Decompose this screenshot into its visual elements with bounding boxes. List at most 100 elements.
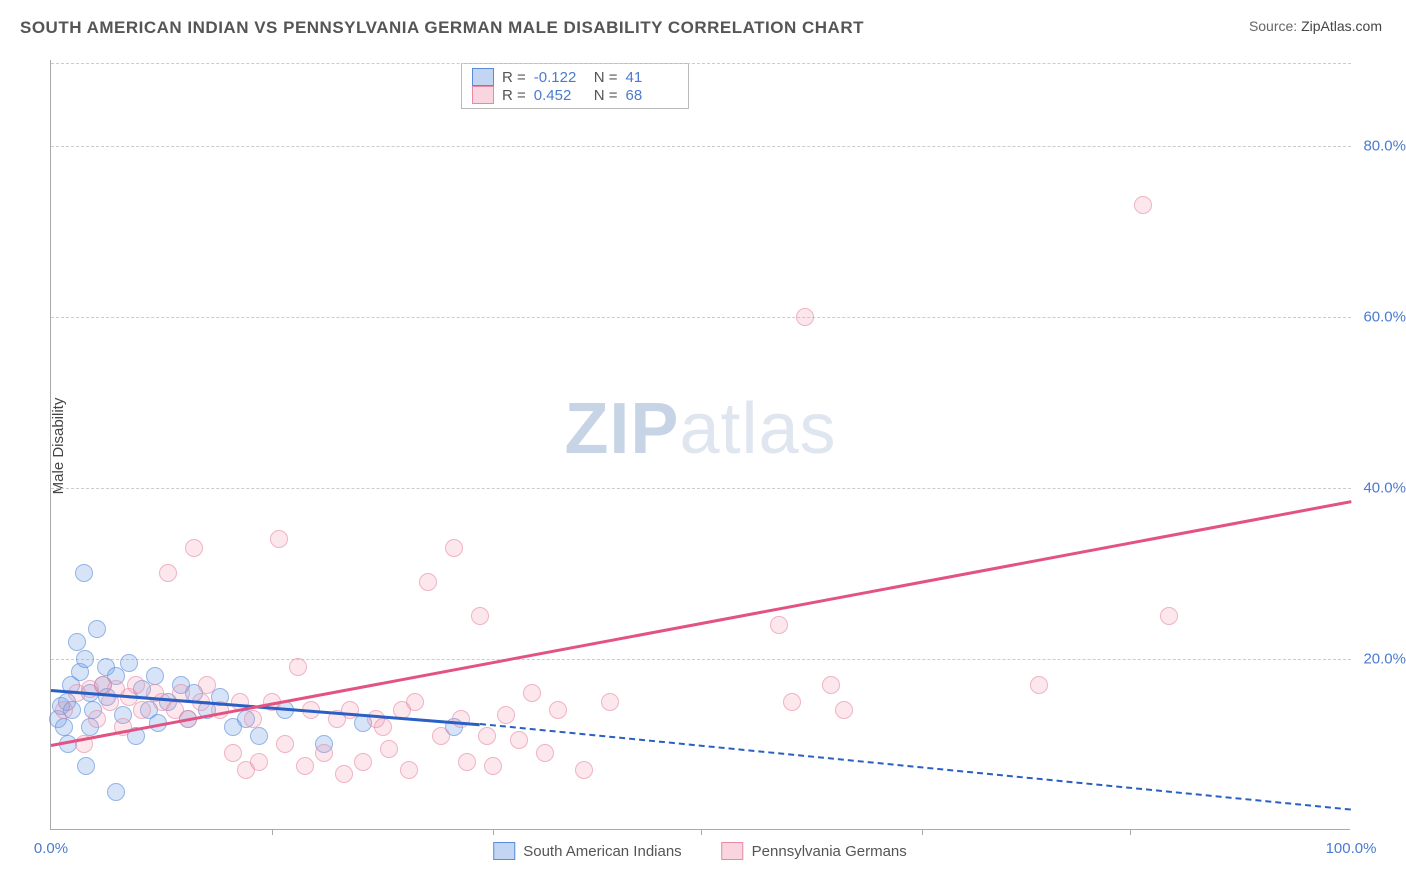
scatter-point <box>1030 676 1048 694</box>
scatter-point <box>783 693 801 711</box>
x-tick-mark <box>922 829 923 835</box>
scatter-point <box>510 731 528 749</box>
scatter-point <box>380 740 398 758</box>
scatter-point <box>400 761 418 779</box>
scatter-point <box>185 539 203 557</box>
y-tick-label: 80.0% <box>1356 137 1406 154</box>
scatter-point <box>341 701 359 719</box>
scatter-point <box>315 744 333 762</box>
scatter-point <box>549 701 567 719</box>
scatter-point <box>374 718 392 736</box>
scatter-point <box>835 701 853 719</box>
scatter-point <box>770 616 788 634</box>
scatter-point <box>250 727 268 745</box>
trend-line <box>51 501 1352 748</box>
y-tick-label: 60.0% <box>1356 308 1406 325</box>
y-tick-label: 20.0% <box>1356 650 1406 667</box>
legend-swatch <box>472 68 494 86</box>
source-attribution: Source: ZipAtlas.com <box>1249 18 1382 34</box>
source-label: Source: <box>1249 18 1301 34</box>
gridline <box>51 317 1351 318</box>
scatter-point <box>497 706 515 724</box>
legend-item: South American Indians <box>493 842 681 860</box>
scatter-point <box>55 701 73 719</box>
gridline <box>51 63 1351 64</box>
scatter-point <box>478 727 496 745</box>
x-tick-mark <box>493 829 494 835</box>
scatter-point <box>471 607 489 625</box>
scatter-point <box>159 564 177 582</box>
x-tick-mark <box>1130 829 1131 835</box>
scatter-point <box>289 658 307 676</box>
scatter-point <box>601 693 619 711</box>
x-tick-mark <box>701 829 702 835</box>
x-tick-label: 0.0% <box>34 840 68 857</box>
chart-title: SOUTH AMERICAN INDIAN VS PENNSYLVANIA GE… <box>20 18 864 38</box>
scatter-point <box>432 727 450 745</box>
scatter-point <box>296 757 314 775</box>
legend-item: Pennsylvania Germans <box>722 842 907 860</box>
scatter-point <box>354 753 372 771</box>
stats-legend-box: R = -0.122 N = 41 R = 0.452 N = 68 <box>461 63 689 109</box>
gridline <box>51 659 1351 660</box>
scatter-point <box>419 573 437 591</box>
x-tick-label: 100.0% <box>1326 840 1377 857</box>
legend-swatch <box>493 842 515 860</box>
stats-row: R = 0.452 N = 68 <box>472 86 678 104</box>
scatter-point <box>822 676 840 694</box>
gridline <box>51 488 1351 489</box>
legend-label: Pennsylvania Germans <box>752 843 907 860</box>
scatter-point <box>536 744 554 762</box>
gridline <box>51 146 1351 147</box>
scatter-point <box>484 757 502 775</box>
scatter-point <box>270 530 288 548</box>
scatter-point <box>523 684 541 702</box>
watermark-rest: atlas <box>679 389 836 469</box>
scatter-point <box>1134 196 1152 214</box>
scatter-point <box>276 735 294 753</box>
scatter-point <box>244 710 262 728</box>
chart-container: ZIPatlas R =-0.122N =41R =0.452N =68 20.… <box>50 60 1350 830</box>
stat-n-label: N = <box>594 87 618 104</box>
plot-area: ZIPatlas R =-0.122N =41R =0.452N =68 20.… <box>50 60 1350 830</box>
scatter-point <box>107 783 125 801</box>
scatter-point <box>55 718 73 736</box>
scatter-point <box>120 654 138 672</box>
bottom-legend: South American Indians Pennsylvania Germa… <box>493 842 907 860</box>
scatter-point <box>250 753 268 771</box>
stat-r-value: 0.452 <box>534 87 586 104</box>
scatter-point <box>796 308 814 326</box>
scatter-point <box>88 620 106 638</box>
scatter-point <box>127 676 145 694</box>
scatter-point <box>575 761 593 779</box>
legend-swatch <box>722 842 744 860</box>
scatter-point <box>1160 607 1178 625</box>
scatter-point <box>75 564 93 582</box>
stat-r-value: -0.122 <box>534 69 586 86</box>
scatter-point <box>133 701 151 719</box>
scatter-point <box>77 757 95 775</box>
scatter-point <box>68 633 86 651</box>
stat-r-label: R = <box>502 87 526 104</box>
y-tick-label: 40.0% <box>1356 479 1406 496</box>
x-tick-mark <box>272 829 273 835</box>
legend-swatch <box>472 86 494 104</box>
scatter-point <box>76 650 94 668</box>
stat-n-label: N = <box>594 69 618 86</box>
watermark: ZIPatlas <box>564 388 836 470</box>
stats-row: R = -0.122 N = 41 <box>472 68 678 86</box>
stat-n-value: 41 <box>626 69 678 86</box>
scatter-point <box>445 539 463 557</box>
scatter-point <box>335 765 353 783</box>
scatter-point <box>458 753 476 771</box>
scatter-point <box>146 667 164 685</box>
scatter-point <box>198 676 216 694</box>
scatter-point <box>224 744 242 762</box>
stat-n-value: 68 <box>626 87 678 104</box>
legend-label: South American Indians <box>523 843 681 860</box>
stat-r-label: R = <box>502 69 526 86</box>
trend-line <box>480 723 1351 811</box>
watermark-bold: ZIP <box>564 389 679 469</box>
scatter-point <box>406 693 424 711</box>
source-value: ZipAtlas.com <box>1301 18 1382 34</box>
